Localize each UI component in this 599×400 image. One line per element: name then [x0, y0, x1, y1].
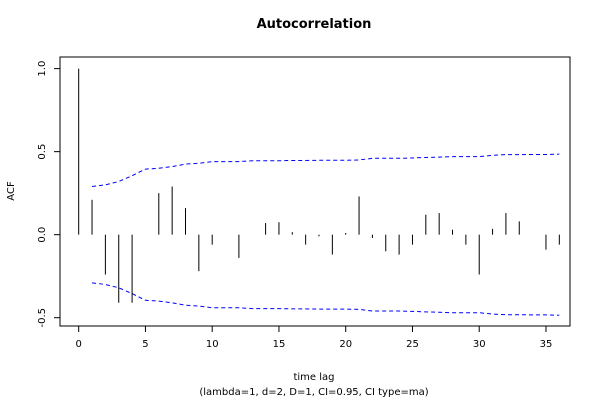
ci-lower-polyline [91, 282, 560, 316]
chart-title: Autocorrelation [257, 17, 372, 32]
acf-bars [78, 68, 560, 303]
x-tick-label: 25 [406, 339, 419, 350]
x-tick-label: 15 [273, 339, 286, 350]
x-tick-label: 30 [473, 339, 486, 350]
ci-lower-line [91, 282, 560, 316]
y-axis-label: ACF [6, 181, 17, 201]
y-tick-label: 0.0 [37, 227, 48, 243]
x-tick-label: 20 [339, 339, 352, 350]
x-tick-label: 10 [206, 339, 219, 350]
y-tick-label: 1.0 [37, 61, 48, 77]
y-axis: -0.5 0.0 0.5 1.0 [37, 61, 61, 328]
x-axis: 0 5 10 15 20 25 30 35 [76, 325, 553, 350]
ci-upper-line [91, 153, 560, 188]
y-tick-label: 0.5 [37, 144, 48, 160]
x-tick-label: 35 [540, 339, 553, 350]
plot-frame [59, 56, 571, 327]
y-tick-label: -0.5 [37, 308, 48, 328]
ci-upper-polyline [91, 153, 560, 188]
chart-subtitle: (lambda=1, d=2, D=1, CI=0.95, CI type=ma… [199, 387, 428, 398]
x-tick-label: 5 [142, 339, 148, 350]
x-axis-label: time lag [293, 372, 334, 383]
x-tick-label: 0 [76, 339, 82, 350]
